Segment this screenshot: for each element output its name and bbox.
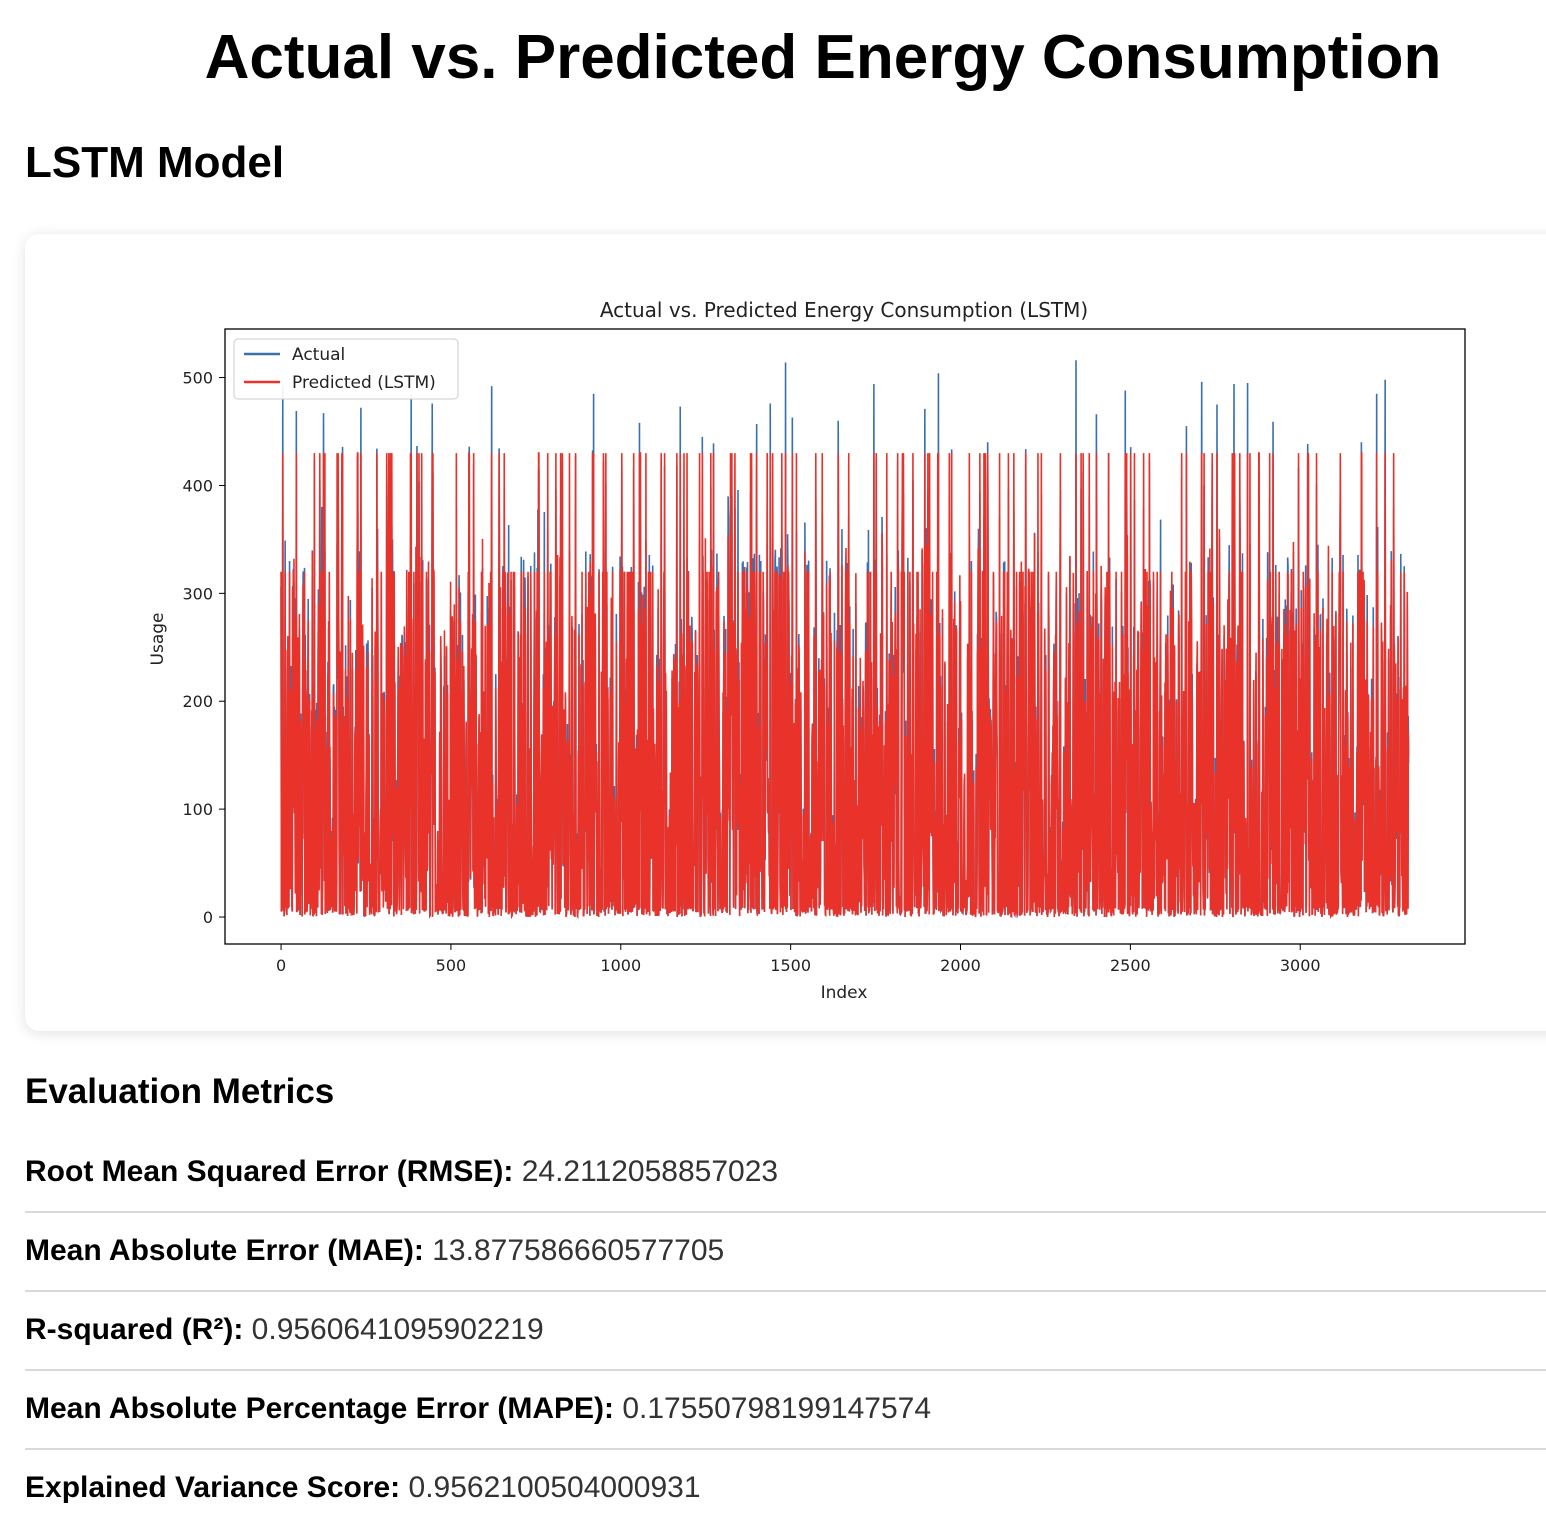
x-axis-label: Index [821,983,868,1003]
legend: Actual Predicted (LSTM) [233,338,459,400]
y-tick-label: 400 [182,476,213,495]
metric-value: 0.17550798199147574 [622,1392,932,1425]
series-line-predicted [280,452,1410,920]
page-title: Actual vs. Predicted Energy Consumption [204,23,1442,92]
x-tick-label: 500 [436,956,467,975]
metric-value: 13.877586660577705 [432,1234,725,1267]
x-tick-label: 1000 [600,956,641,975]
metric-value: 24.2112058857023 [521,1155,779,1188]
metrics-title: Evaluation Metrics [25,1072,335,1111]
y-tick-label: 200 [182,692,213,711]
metric-row-mae: Mean Absolute Error (MAE): 13.8775866605… [25,1211,1546,1292]
metric-label: Root Mean Squared Error (RMSE): [25,1155,514,1188]
y-tick-label: 500 [182,369,213,388]
chart-card: Actual vs. Predicted Energy Consumption … [25,234,1546,1031]
y-axis-label: Usage [148,613,168,666]
chart-title: Actual vs. Predicted Energy Consumption … [600,298,1088,322]
metric-row-r2: R-squared (R²): 0.9560641095902219 [25,1290,1546,1371]
metric-value: 0.9562100504000931 [408,1471,701,1504]
metric-label: Mean Absolute Percentage Error (MAPE): [25,1392,614,1425]
legend-label-predicted: Predicted (LSTM) [292,373,436,393]
section-title: LSTM Model [25,138,285,187]
metric-row-mape: Mean Absolute Percentage Error (MAPE): 0… [25,1369,1546,1450]
y-tick-label: 0 [203,908,213,927]
series-layer [280,360,1410,920]
metric-label: R-squared (R²): [25,1313,244,1346]
y-tick-label: 100 [182,800,213,819]
metric-row-explained-variance: Explained Variance Score: 0.956210050400… [25,1448,1546,1527]
x-tick-label: 2500 [1110,956,1151,975]
metric-label: Explained Variance Score: [25,1471,401,1504]
plot-frame [224,328,1466,945]
metric-row-rmse: Root Mean Squared Error (RMSE): 24.21120… [25,1132,1546,1213]
chart: Actual vs. Predicted Energy Consumption … [148,298,1466,1003]
x-tick-label: 3000 [1280,956,1321,975]
x-tick-label: 0 [276,956,286,975]
legend-label-actual: Actual [292,345,345,365]
metric-value: 0.9560641095902219 [251,1313,544,1346]
y-tick-label: 300 [182,584,213,603]
x-tick-label: 1500 [770,956,811,975]
legend-box [233,338,459,400]
axis-layer: 0 500 1000 1500 2000 2500 3000 0 100 200 300 400 500 [182,369,1320,975]
x-tick-label: 2000 [940,956,981,975]
metric-label: Mean Absolute Error (MAE): [25,1234,424,1267]
